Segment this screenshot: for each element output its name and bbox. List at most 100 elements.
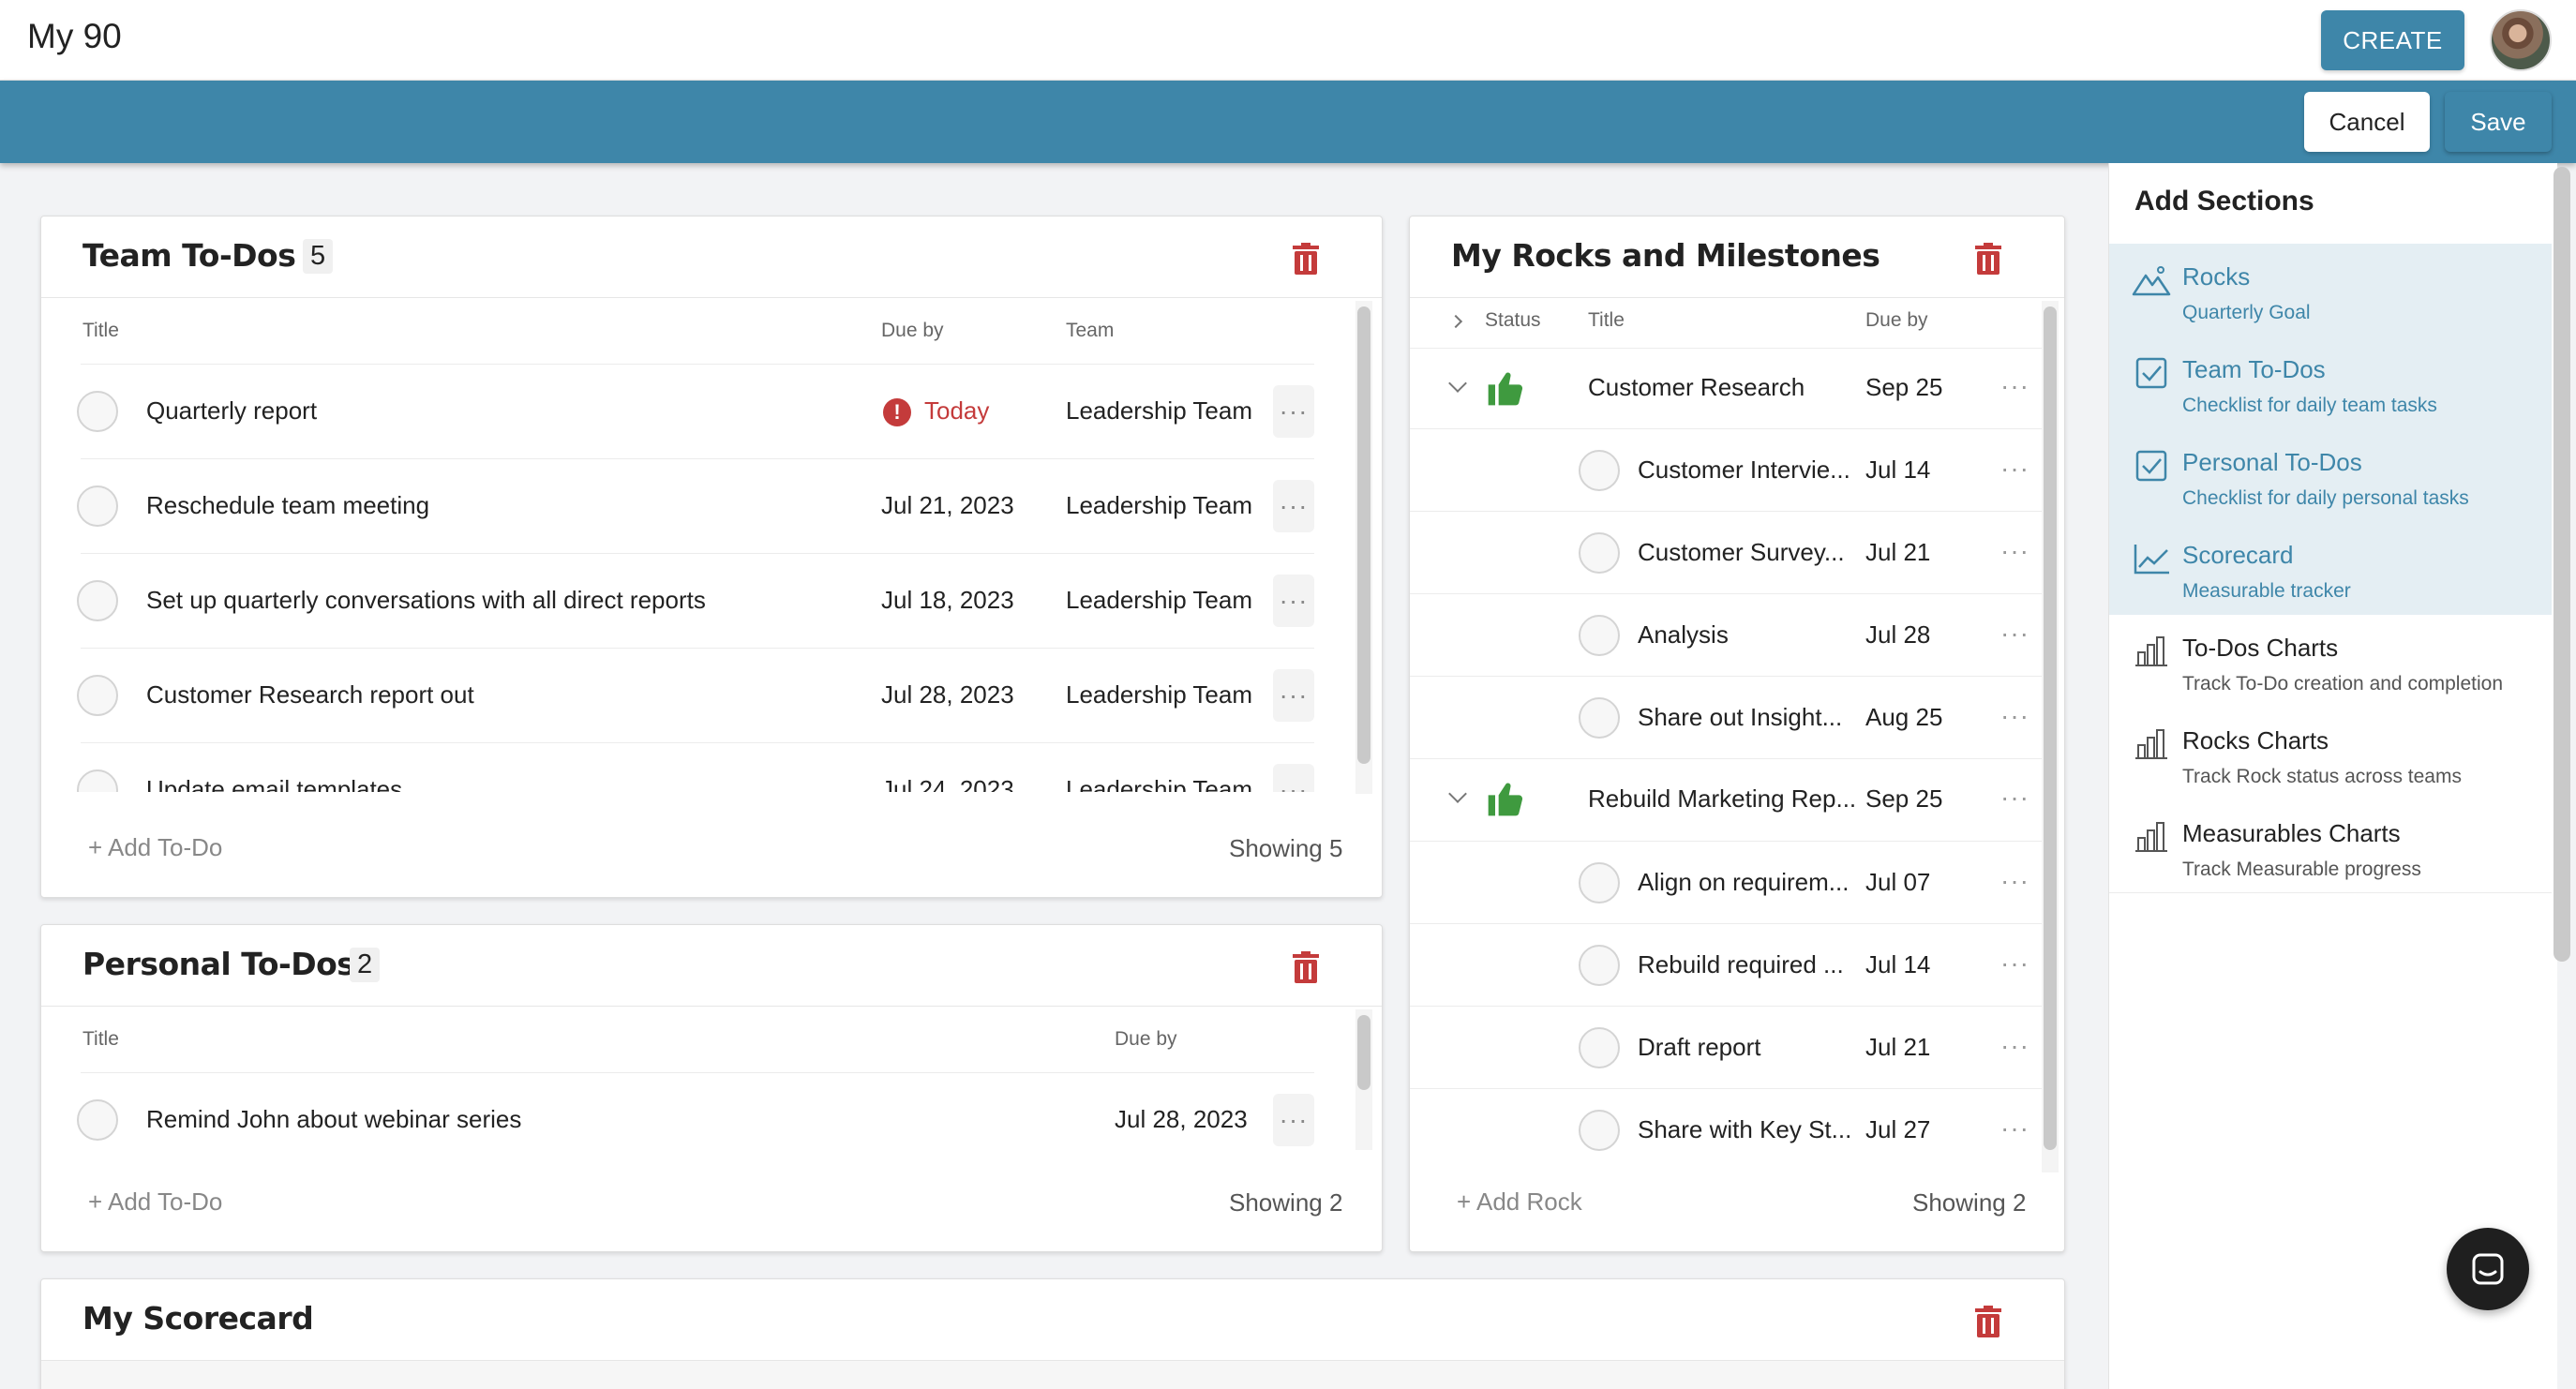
table-row[interactable]: Reschedule team meeting Jul 21, 2023 Lea… bbox=[41, 459, 1382, 554]
milestone-checkbox[interactable] bbox=[1579, 945, 1620, 986]
column-header-title[interactable]: Title bbox=[1588, 309, 1625, 331]
more-options-button[interactable]: ··· bbox=[2000, 619, 2029, 648]
scrollbar[interactable] bbox=[2044, 306, 2057, 1150]
more-options-button[interactable]: ··· bbox=[2000, 454, 2029, 483]
milestone-row[interactable]: Customer Survey... Jul 21 ··· bbox=[1410, 512, 2047, 594]
milestone-checkbox[interactable] bbox=[1579, 450, 1620, 491]
trash-icon[interactable] bbox=[1974, 1306, 2002, 1337]
chat-launcher-button[interactable] bbox=[2447, 1228, 2529, 1310]
rock-title[interactable]: Customer Research bbox=[1588, 373, 1805, 401]
add-todo-button[interactable]: + Add To-Do bbox=[88, 833, 223, 861]
todo-title[interactable]: Customer Research report out bbox=[146, 680, 474, 709]
more-options-button[interactable]: ··· bbox=[1273, 575, 1314, 627]
card-title: Team To-Dos bbox=[82, 237, 296, 274]
table-row[interactable]: Remind John about webinar series Jul 28,… bbox=[41, 1073, 1382, 1168]
milestone-row[interactable]: Share with Key St... Jul 27 ··· bbox=[1410, 1089, 2047, 1172]
rock-row[interactable]: Rebuild Marketing Rep... Sep 25 ··· bbox=[1410, 759, 2047, 842]
rock-title[interactable]: Rebuild Marketing Rep... bbox=[1588, 784, 1857, 813]
todo-title[interactable]: Quarterly report bbox=[146, 396, 318, 425]
milestone-title[interactable]: Share out Insight... bbox=[1638, 703, 1843, 731]
more-options-button[interactable]: ··· bbox=[2000, 536, 2029, 565]
todo-title[interactable]: Remind John about webinar series bbox=[146, 1105, 522, 1133]
column-header-status[interactable]: Status bbox=[1485, 309, 1541, 331]
column-header-due[interactable]: Due by bbox=[1865, 309, 1928, 331]
chevron-down-icon[interactable] bbox=[1448, 784, 1467, 803]
milestone-checkbox[interactable] bbox=[1579, 615, 1620, 656]
todo-title[interactable]: Set up quarterly conversations with all … bbox=[146, 586, 706, 614]
milestone-row[interactable]: Align on requirem... Jul 07 ··· bbox=[1410, 842, 2047, 924]
card-title: My Rocks and Milestones bbox=[1451, 237, 1880, 274]
more-options-button[interactable]: ··· bbox=[1273, 1094, 1314, 1146]
milestone-title[interactable]: Analysis bbox=[1638, 620, 1729, 649]
more-options-button[interactable]: ··· bbox=[1273, 385, 1314, 438]
more-options-button[interactable]: ··· bbox=[2000, 1113, 2029, 1143]
thumbs-up-icon[interactable] bbox=[1485, 367, 1526, 409]
milestone-title[interactable]: Rebuild required ... bbox=[1638, 950, 1844, 978]
milestone-title[interactable]: Customer Intervie... bbox=[1638, 456, 1850, 484]
milestone-checkbox[interactable] bbox=[1579, 1110, 1620, 1151]
milestone-row[interactable]: Customer Intervie... Jul 14 ··· bbox=[1410, 429, 2047, 512]
todo-team: Leadership Team bbox=[1066, 586, 1252, 614]
milestone-checkbox[interactable] bbox=[1579, 697, 1620, 739]
column-header-due[interactable]: Due by bbox=[881, 320, 944, 341]
section-option-team-todos[interactable]: Team To-Dos Checklist for daily team tas… bbox=[2109, 336, 2552, 429]
create-button[interactable]: CREATE bbox=[2321, 10, 2464, 70]
column-header-team[interactable]: Team bbox=[1066, 320, 1115, 341]
section-option-rocks-charts[interactable]: Rocks Charts Track Rock status across te… bbox=[2109, 708, 2552, 800]
todo-checkbox[interactable] bbox=[77, 675, 118, 716]
todo-checkbox[interactable] bbox=[77, 485, 118, 527]
trash-icon[interactable] bbox=[1292, 243, 1320, 275]
table-row[interactable]: Update email templates Jul 24, 2023 Lead… bbox=[41, 743, 1382, 792]
column-header-title: Title bbox=[82, 1028, 119, 1050]
todo-checkbox[interactable] bbox=[77, 580, 118, 621]
todo-checkbox[interactable] bbox=[77, 1099, 118, 1141]
milestone-row[interactable]: Analysis Jul 28 ··· bbox=[1410, 594, 2047, 677]
more-options-button[interactable]: ··· bbox=[2000, 948, 2029, 978]
more-options-button[interactable]: ··· bbox=[1273, 669, 1314, 722]
add-todo-button[interactable]: + Add To-Do bbox=[88, 1187, 223, 1216]
more-options-button[interactable]: ··· bbox=[1273, 480, 1314, 532]
milestone-title[interactable]: Customer Survey... bbox=[1638, 538, 1845, 566]
todo-checkbox[interactable] bbox=[77, 391, 118, 432]
more-options-button[interactable]: ··· bbox=[2000, 371, 2029, 400]
milestone-checkbox[interactable] bbox=[1579, 532, 1620, 574]
more-options-button[interactable]: ··· bbox=[2000, 866, 2029, 895]
milestone-title[interactable]: Share with Key St... bbox=[1638, 1115, 1852, 1143]
milestone-row[interactable]: Draft report Jul 21 ··· bbox=[1410, 1007, 2047, 1089]
more-options-button[interactable]: ··· bbox=[2000, 1031, 2029, 1060]
table-row[interactable]: Customer Research report out Jul 28, 202… bbox=[41, 649, 1382, 743]
more-options-button[interactable]: ··· bbox=[2000, 701, 2029, 730]
todo-title[interactable]: Reschedule team meeting bbox=[146, 491, 430, 519]
table-row[interactable]: Set up quarterly conversations with all … bbox=[41, 554, 1382, 649]
trash-icon[interactable] bbox=[1974, 243, 2002, 275]
trash-icon[interactable] bbox=[1292, 951, 1320, 983]
milestone-checkbox[interactable] bbox=[1579, 862, 1620, 904]
rock-row[interactable]: Customer Research Sep 25 ··· bbox=[1410, 348, 2047, 429]
save-button[interactable]: Save bbox=[2445, 92, 2552, 152]
section-option-scorecard[interactable]: Scorecard Measurable tracker bbox=[2109, 522, 2552, 615]
todo-title[interactable]: Update email templates bbox=[146, 775, 403, 792]
column-header-due[interactable]: Due by bbox=[1115, 1028, 1177, 1050]
scrollbar[interactable] bbox=[2554, 167, 2570, 962]
add-rock-button[interactable]: + Add Rock bbox=[1457, 1187, 1582, 1216]
milestone-title[interactable]: Align on requirem... bbox=[1638, 868, 1850, 896]
avatar[interactable] bbox=[2490, 9, 2552, 71]
chevron-down-icon[interactable] bbox=[1448, 374, 1467, 393]
scrollbar[interactable] bbox=[1357, 1015, 1370, 1090]
milestone-row[interactable]: Share out Insight... Aug 25 ··· bbox=[1410, 677, 2047, 759]
more-options-button[interactable]: ··· bbox=[1273, 764, 1314, 792]
table-row[interactable]: Quarterly report ! Today Leadership Team… bbox=[41, 365, 1382, 459]
more-options-button[interactable]: ··· bbox=[2000, 783, 2029, 812]
milestone-checkbox[interactable] bbox=[1579, 1027, 1620, 1068]
section-option-todos-charts[interactable]: To-Dos Charts Track To-Do creation and c… bbox=[2109, 615, 2552, 708]
section-option-measurables-charts[interactable]: Measurables Charts Track Measurable prog… bbox=[2109, 800, 2552, 893]
chevron-right-icon[interactable] bbox=[1448, 314, 1463, 329]
milestone-title[interactable]: Draft report bbox=[1638, 1033, 1761, 1061]
section-option-personal-todos[interactable]: Personal To-Dos Checklist for daily pers… bbox=[2109, 429, 2552, 522]
cancel-button[interactable]: Cancel bbox=[2304, 92, 2430, 152]
scrollbar[interactable] bbox=[1357, 306, 1370, 764]
milestone-row[interactable]: Rebuild required ... Jul 14 ··· bbox=[1410, 924, 2047, 1007]
section-option-rocks[interactable]: Rocks Quarterly Goal bbox=[2109, 244, 2552, 336]
thumbs-up-icon[interactable] bbox=[1485, 778, 1526, 819]
todo-checkbox[interactable] bbox=[77, 769, 118, 792]
